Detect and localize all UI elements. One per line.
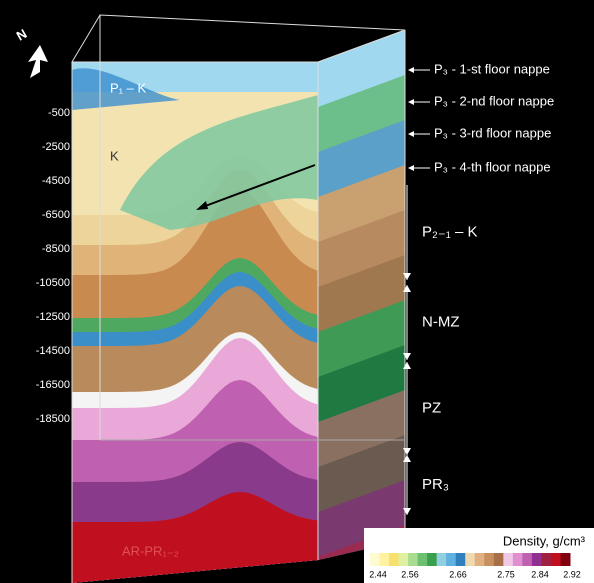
colorbar-cell xyxy=(484,553,494,566)
colorbar-cell xyxy=(513,553,523,566)
colorbar-tick: 2.56 xyxy=(401,569,419,579)
depth-label: -12500 xyxy=(36,311,70,323)
inner-label: P₁ – K xyxy=(110,80,147,95)
colorbar-cell xyxy=(427,553,437,566)
depth-label: -16500 xyxy=(36,379,70,391)
colorbar-tick: 2.44 xyxy=(369,569,387,579)
depth-label: -8500 xyxy=(42,243,70,255)
nappe-label: P₃ - 3-rd floor nappe xyxy=(434,125,551,140)
nappe-label: P₃ - 2-nd floor nappe xyxy=(434,93,554,108)
figure: N -500-2500-4500-6500-8500-10500-12500-1… xyxy=(0,0,594,583)
nappe-label: P₃ - 4-th floor nappe xyxy=(434,159,551,174)
legend-title: Density, g/cm³ xyxy=(503,533,586,548)
colorbar-cell xyxy=(380,553,390,566)
colorbar-cell xyxy=(522,553,532,566)
colorbar-cell xyxy=(551,553,561,566)
colorbar-cell xyxy=(541,553,551,566)
colorbar-cell xyxy=(503,553,513,566)
colorbar-tick: 2.66 xyxy=(449,569,467,579)
colorbar-cell xyxy=(437,553,447,566)
colorbar-tick: 2.75 xyxy=(497,569,515,579)
colorbar-cell xyxy=(475,553,485,566)
side-face xyxy=(318,30,405,583)
colorbar-cell xyxy=(399,553,409,566)
inner-label: AR-PR₁₋₂ xyxy=(122,543,179,558)
legend: Density, g/cm³ 2.44 2.56 2.66 2.75 2.84 2.92 xyxy=(364,528,594,583)
depth-label: -2500 xyxy=(42,141,70,153)
depth-label: -4500 xyxy=(42,175,70,187)
colorbar-cell xyxy=(465,553,475,566)
unit-label: PZ xyxy=(422,399,441,416)
depth-label: -14500 xyxy=(36,345,70,357)
depth-label: -10500 xyxy=(36,277,70,289)
colorbar-cell xyxy=(560,553,570,566)
colorbar-cell xyxy=(370,553,380,566)
front-face xyxy=(70,40,320,583)
colorbar-cell xyxy=(446,553,456,566)
depth-label: -6500 xyxy=(42,209,70,221)
unit-label: PR₃ xyxy=(422,476,449,493)
inner-label: K xyxy=(110,148,119,163)
nappe-label: P₃ - 1-st floor nappe xyxy=(434,61,550,76)
unit-label: P₂₋₁ – K xyxy=(422,223,478,240)
depth-label: -500 xyxy=(48,107,70,119)
colorbar-tick: 2.92 xyxy=(563,569,581,579)
depth-label: -18500 xyxy=(36,413,70,425)
colorbar-cell xyxy=(494,553,504,566)
colorbar-cell xyxy=(456,553,466,566)
colorbar-cell xyxy=(408,553,418,566)
colorbar-cell xyxy=(389,553,399,566)
colorbar-cell xyxy=(532,553,542,566)
colorbar-tick: 2.84 xyxy=(531,569,549,579)
unit-label: N-MZ xyxy=(422,313,460,330)
colorbar-cell xyxy=(418,553,428,566)
